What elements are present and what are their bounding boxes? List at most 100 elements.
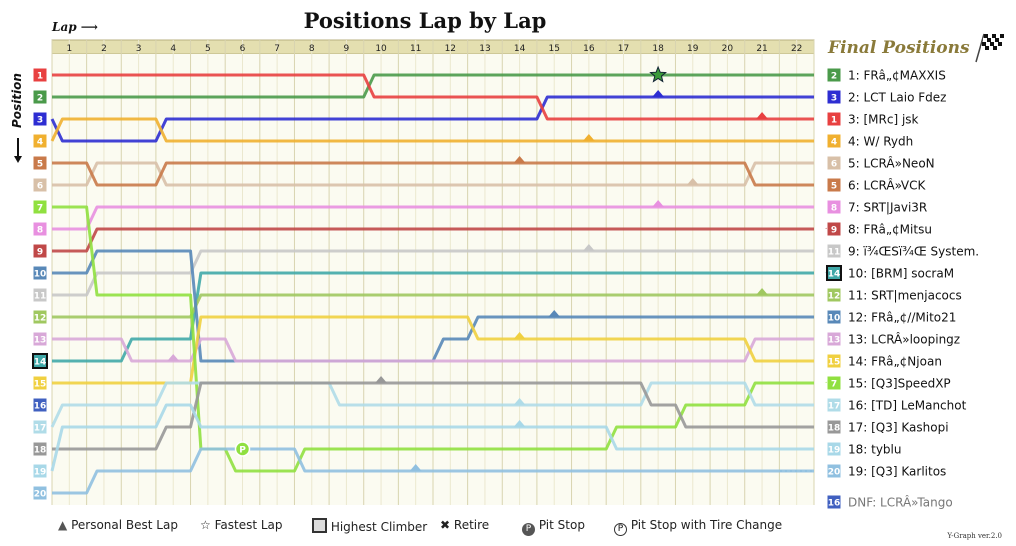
checkered-flag-icon [996,34,1000,38]
final-box [826,353,842,369]
final-box [826,419,842,435]
final-position-label: 19: [Q3] Karlitos [848,465,946,479]
final-box [826,441,842,457]
series-line [50,403,814,472]
checkered-flag-icon [992,34,996,38]
final-position-label: 13: LCRÂ»loopingz [848,332,960,347]
legend-fastest: ☆ Fastest Lap [200,518,283,532]
lap-tick-label: 13 [479,44,490,54]
start-position-number: 18 [34,446,47,456]
personal-best-marker [686,178,699,185]
lap-tick-label: 6 [240,44,246,54]
final-box-number: 1 [831,116,837,126]
final-box-number: 4 [831,138,837,148]
final-box [826,287,842,303]
final-box-number: 5 [831,182,837,192]
start-position-number: 6 [37,182,43,192]
arrow-right-icon: ⟶ [80,20,98,34]
start-position-box [32,397,48,413]
dnf-box-number: 16 [828,499,841,509]
start-position-number: 12 [34,314,47,324]
final-box-number: 8 [831,204,837,214]
lap-tick-label: 4 [170,44,176,54]
square-icon [312,518,327,533]
start-position-box [32,199,48,215]
chart-title: Positions Lap by Lap [303,8,547,33]
checkered-flag-icon [998,42,1002,46]
checkered-flag-icon [993,46,997,50]
start-position-number: 15 [34,380,47,390]
personal-best-marker [548,310,561,317]
start-position-box [32,287,48,303]
start-position-box [32,177,48,193]
personal-best-marker [409,464,422,471]
start-position-number: 11 [34,292,47,302]
start-position-box [32,89,48,105]
lap-tick-label: 18 [652,44,664,54]
lap-tick-label: 11 [410,44,421,54]
checkered-flag-icon [995,38,999,42]
legend-retire: ✖ Retire [440,518,490,532]
final-box-number: 12 [828,292,841,302]
lap-tick-label: 8 [309,44,315,54]
final-box-number: 7 [831,380,837,390]
start-position-box [32,463,48,479]
start-position-box [32,221,48,237]
final-position-label: 8: FRâ„¢Mitsu [848,223,932,237]
start-position-box [32,309,48,325]
start-position-number: 13 [34,336,47,346]
final-position-label: 14: FRâ„¢Njoan [848,355,942,369]
final-box [826,111,842,127]
start-position-box [32,419,48,435]
start-position-number: 9 [37,248,43,258]
lap-tick-label: 14 [514,44,526,54]
series-line [50,117,814,143]
final-box [826,67,842,83]
start-position-box [32,111,48,127]
final-position-label: 7: SRT|Javi3R [848,201,927,215]
checkered-flag-icon [999,38,1003,42]
personal-best-marker [513,420,526,427]
final-box [826,397,842,413]
start-position-number: 3 [37,116,43,126]
lap-tick-label: 20 [722,44,734,54]
start-position-number: 10 [34,270,47,280]
legend-pit-stop: P Pit Stop [522,518,585,536]
lap-tick-label: 21 [756,44,767,54]
lap-tick-label: 9 [344,44,350,54]
lap-tick-label: 17 [618,44,629,54]
series-line [52,205,814,231]
final-position-label: 2: LCT Laio Fdez [848,91,946,105]
final-box-number: 2 [831,72,837,82]
legend-highest-climber: Highest Climber [312,518,427,534]
series-line [52,73,814,121]
series-line [52,381,814,451]
personal-best-marker [375,376,388,383]
dnf-label: DNF: LCRÂ»Tango [848,495,953,510]
star-icon: ☆ [200,518,211,532]
final-box-number: 17 [828,402,841,412]
personal-best-marker [513,332,526,339]
pit-tire-icon: P [614,523,627,536]
lap-tick-label: 2 [101,44,107,54]
final-position-label: 6: LCRÂ»VCK [848,178,927,193]
series-line [52,447,814,495]
personal-best-marker [513,398,526,405]
final-position-label: 4: W/ Rydh [848,135,913,149]
start-position-number: 8 [37,226,43,236]
final-positions-title: Final Positions [828,38,970,58]
final-position-label: 9: ï¾ŒSï¾Œ System. [848,245,979,259]
final-positions-column: 2 1: FRâ„¢MAXXIS 3 2: LCT Laio Fdez 1 3: [MRc… [826,67,979,510]
personal-best-marker [756,112,769,119]
final-position-label: 10: [BRM] socraM [848,267,954,281]
final-box-number: 19 [828,446,841,456]
final-box-number: 11 [828,248,841,258]
start-position-number: 16 [34,402,47,412]
final-position-label: 16: [TD] LeManchot [848,399,967,413]
series-line [50,381,814,428]
triangle-icon: ▲ [58,518,68,532]
checkered-flag-icon [983,38,987,42]
final-box-number: 3 [831,94,837,104]
start-position-number: 14 [34,358,47,368]
